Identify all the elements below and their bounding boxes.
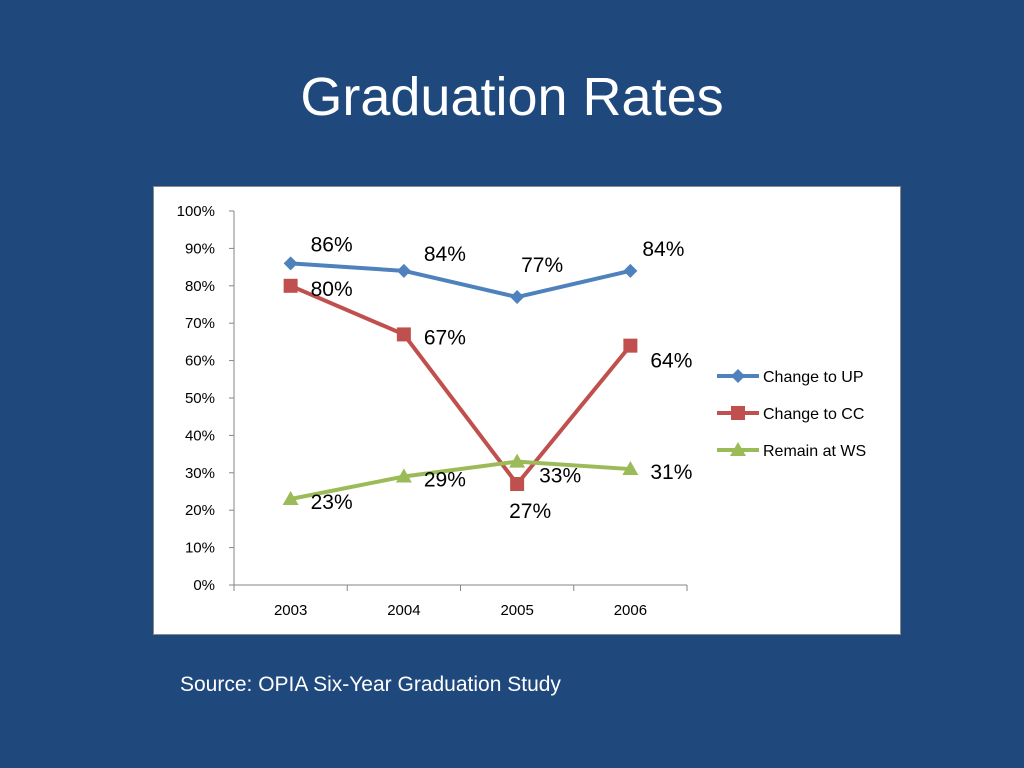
data-label: 67% bbox=[424, 326, 466, 349]
diamond-marker bbox=[623, 263, 638, 278]
data-label: 84% bbox=[642, 238, 684, 261]
triangle-marker bbox=[282, 490, 299, 505]
x-tick-label: 2003 bbox=[274, 602, 307, 619]
y-tick-label: 30% bbox=[185, 465, 215, 482]
x-tick-label: 2006 bbox=[614, 602, 647, 619]
diamond-marker bbox=[731, 369, 745, 383]
diamond-marker bbox=[283, 256, 298, 271]
square-marker bbox=[731, 406, 745, 420]
series-line bbox=[290, 261, 631, 300]
square-marker bbox=[396, 327, 411, 342]
y-tick-label: 100% bbox=[177, 203, 215, 220]
axes: 0% 10% 20% 30% 40% 50% 60% 70% 80% 90% 100% 2003 200… bbox=[177, 203, 688, 619]
chart-frame: 0% 10% 20% 30% 40% 50% 60% 70% 80% 90% 100% 2003 200… bbox=[153, 186, 901, 635]
line-chart: 0% 10% 20% 30% 40% 50% 60% 70% 80% 90% 100% 2003 200… bbox=[177, 203, 867, 619]
legend-label: Remain at WS bbox=[763, 443, 866, 460]
series-lines bbox=[282, 256, 639, 505]
x-tick-label: 2005 bbox=[500, 602, 533, 619]
y-tick-label: 80% bbox=[185, 278, 215, 295]
legend: Change to UP Change to CC Remain at WS bbox=[717, 369, 866, 460]
data-label: 31% bbox=[650, 461, 692, 484]
data-label: 86% bbox=[311, 233, 353, 256]
source-note: Source: OPIA Six-Year Graduation Study bbox=[180, 673, 561, 696]
y-tick-label: 70% bbox=[185, 315, 215, 332]
series-line bbox=[290, 459, 631, 501]
data-label: 80% bbox=[311, 278, 353, 301]
legend-label: Change to UP bbox=[763, 369, 864, 386]
data-label: 29% bbox=[424, 469, 466, 492]
square-marker bbox=[623, 338, 638, 353]
square-marker bbox=[510, 477, 525, 492]
y-tick-label: 10% bbox=[185, 540, 215, 557]
diamond-marker bbox=[510, 290, 525, 305]
data-label: 77% bbox=[521, 254, 563, 277]
triangle-marker bbox=[509, 453, 526, 468]
x-tick-label: 2004 bbox=[387, 602, 420, 619]
diamond-marker bbox=[396, 263, 411, 278]
data-label: 33% bbox=[539, 465, 581, 488]
data-labels: 86% 84% 77% 84% 80% 67% 27% 64% 23% 29% 33% 31% bbox=[311, 233, 693, 523]
y-tick-label: 60% bbox=[185, 353, 215, 370]
data-label: 23% bbox=[311, 491, 353, 514]
data-label: 64% bbox=[650, 350, 692, 373]
data-label: 27% bbox=[509, 500, 551, 523]
square-marker bbox=[283, 278, 298, 293]
y-tick-label: 50% bbox=[185, 390, 215, 407]
series-line bbox=[289, 283, 632, 487]
data-label: 84% bbox=[424, 243, 466, 266]
y-tick-label: 90% bbox=[185, 240, 215, 257]
y-tick-label: 40% bbox=[185, 427, 215, 444]
triangle-marker bbox=[622, 461, 639, 476]
slide-title: Graduation Rates bbox=[300, 67, 724, 127]
triangle-marker bbox=[730, 442, 746, 456]
legend-label: Change to CC bbox=[763, 406, 864, 423]
triangle-marker bbox=[395, 468, 412, 483]
y-tick-label: 20% bbox=[185, 502, 215, 519]
y-tick-label: 0% bbox=[193, 577, 215, 594]
